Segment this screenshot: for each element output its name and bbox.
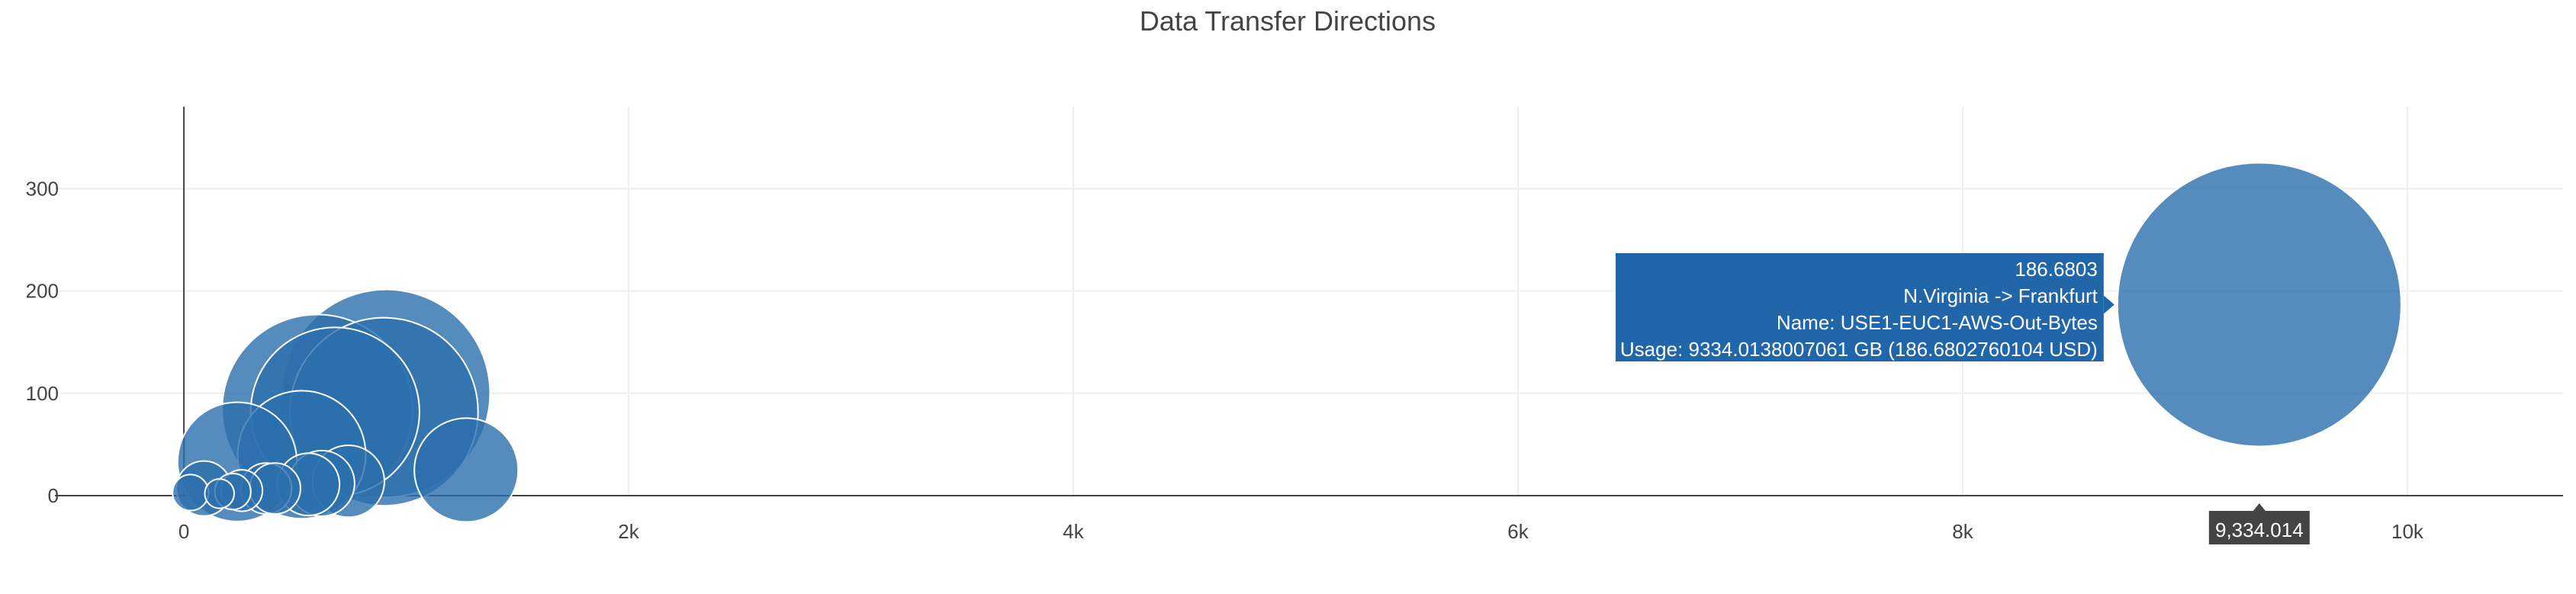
- bubble-point: [413, 417, 519, 523]
- x-tick-label: 10k: [2391, 520, 2424, 543]
- tooltip-pointer: [2103, 295, 2115, 314]
- bubble-point: [2116, 162, 2402, 448]
- x-tick-label: 4k: [1063, 520, 1084, 543]
- bubble-point: [172, 474, 210, 512]
- chart-title: Data Transfer Directions: [1140, 5, 1436, 37]
- tooltip-usage: Usage: 9334.0138007061 GB (186.680276010…: [1620, 338, 2098, 361]
- y-tick-label: 200: [26, 280, 59, 303]
- y-tick-label: 100: [26, 382, 59, 405]
- x-tick-label: 6k: [1507, 520, 1529, 543]
- x-hover-pointer: [2253, 503, 2266, 511]
- x-tick-label: 2k: [618, 520, 639, 543]
- x-tick-label: 8k: [1952, 520, 1973, 543]
- y-tick-labels: 0 100 200 300: [26, 177, 59, 507]
- y-tick-label: 300: [26, 177, 59, 200]
- x-hover-label: 9,334.014: [2215, 519, 2304, 541]
- tooltip-name: Name: USE1-EUC1-AWS-Out-Bytes: [1777, 311, 2098, 334]
- y-tick-label: 0: [48, 484, 59, 507]
- tooltip-value: 186.6803: [2015, 258, 2097, 281]
- tooltip-box: [1616, 253, 2104, 361]
- bubble-series: [172, 162, 2402, 523]
- tooltip-route: N.Virginia -> Frankfurt: [1903, 284, 2098, 307]
- x-tick-label: 0: [178, 520, 189, 543]
- x-tick-labels: 0 2k 4k 6k 8k 10k: [178, 520, 2424, 543]
- hover-tooltip: 186.6803 N.Virginia -> Frankfurt Name: USE…: [1616, 253, 2310, 544]
- bubble-point: [204, 478, 235, 509]
- x-hover-box: [2208, 511, 2310, 544]
